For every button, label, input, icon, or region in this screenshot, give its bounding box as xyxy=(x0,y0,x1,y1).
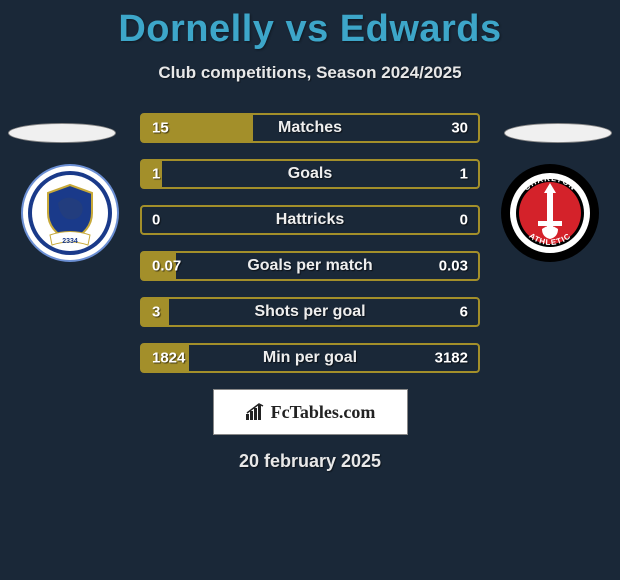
date-label: 20 february 2025 xyxy=(0,451,620,472)
stat-label: Shots per goal xyxy=(254,303,365,321)
stat-row: 0 Hattricks 0 xyxy=(140,205,480,235)
stat-value-left: 15 xyxy=(152,120,169,137)
team-crest-right: CHARLTON ATHLETIC xyxy=(500,163,600,263)
stat-label: Min per goal xyxy=(263,349,357,367)
team-crest-left: 2334 xyxy=(20,163,120,263)
stat-label: Hattricks xyxy=(276,211,344,229)
subtitle: Club competitions, Season 2024/2025 xyxy=(0,63,620,83)
stat-value-left: 0.07 xyxy=(152,258,181,275)
stat-value-right: 3182 xyxy=(435,350,468,367)
chart-icon xyxy=(245,403,267,421)
stats-table: 15 Matches 30 1 Goals 1 0 Hattricks 0 0.07 Goals p… xyxy=(140,113,480,373)
stat-row: 1 Goals 1 xyxy=(140,159,480,189)
flag-left xyxy=(8,123,116,143)
comparison-area: 2334 CHARLTON ATHLETIC 15Matches301Goals… xyxy=(0,113,620,373)
stat-row: 15 Matches 30 xyxy=(140,113,480,143)
stat-value-right: 6 xyxy=(460,304,468,321)
brand-text: FcTables.com xyxy=(271,402,376,423)
stat-row: 1824 Min per goal 3182 xyxy=(140,343,480,373)
stat-row: 3 Shots per goal 6 xyxy=(140,297,480,327)
brand-box: FcTables.com xyxy=(213,389,408,435)
stat-value-right: 1 xyxy=(460,166,468,183)
stat-value-right: 0.03 xyxy=(439,258,468,275)
stat-label: Goals xyxy=(288,165,332,183)
stat-label: Matches xyxy=(278,119,342,137)
stat-row: 0.07 Goals per match 0.03 xyxy=(140,251,480,281)
flag-right xyxy=(504,123,612,143)
svg-text:2334: 2334 xyxy=(62,238,78,245)
stat-value-left: 3 xyxy=(152,304,160,321)
stat-value-right: 0 xyxy=(460,212,468,229)
stat-value-right: 30 xyxy=(451,120,468,137)
stat-label: Goals per match xyxy=(247,257,372,275)
brand-logo: FcTables.com xyxy=(245,402,376,423)
page-title: Dornelly vs Edwards xyxy=(0,0,620,51)
stat-value-left: 1 xyxy=(152,166,160,183)
stat-value-left: 1824 xyxy=(152,350,185,367)
stat-value-left: 0 xyxy=(152,212,160,229)
